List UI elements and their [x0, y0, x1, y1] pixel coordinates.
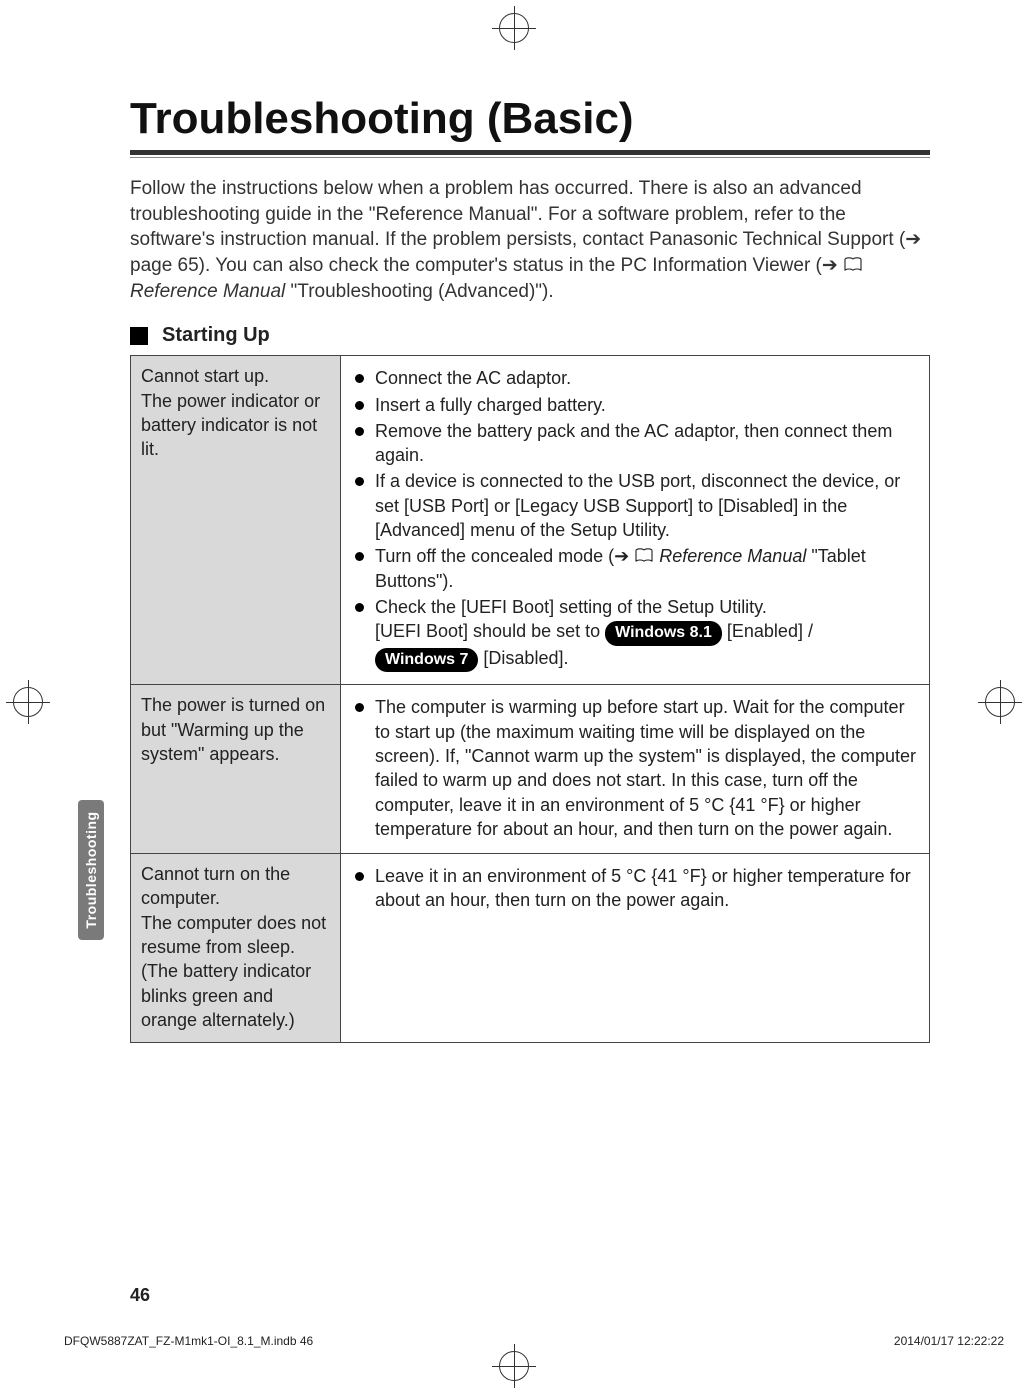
solution-item: Remove the battery pack and the AC adapt… — [351, 419, 919, 468]
row-problem-cell: Cannot turn on the computer.The computer… — [131, 854, 341, 1043]
solution-list: Connect the AC adaptor. Insert a fully ch… — [351, 366, 919, 672]
content-area: Troubleshooting (Basic) Follow the instr… — [130, 94, 930, 1043]
cropmark-left — [6, 680, 50, 724]
cropmark-bottom — [492, 1344, 536, 1388]
section-marker-icon — [130, 327, 148, 345]
section-header: Starting Up — [130, 324, 930, 347]
row-solution-cell: The computer is warming up before start … — [341, 685, 930, 854]
footer-line: DFQW5887ZAT_FZ-M1mk1-OI_8.1_M.indb 46 20… — [64, 1334, 1004, 1348]
solution-item: Turn off the concealed mode (➔ Reference… — [351, 544, 919, 593]
footer-left: DFQW5887ZAT_FZ-M1mk1-OI_8.1_M.indb 46 — [64, 1334, 313, 1348]
solution-list: The computer is warming up before start … — [351, 695, 919, 841]
table-row: Cannot turn on the computer.The computer… — [131, 854, 930, 1043]
solution-list: Leave it in an environment of 5 °C {41 °… — [351, 864, 919, 913]
row-problem-cell: Cannot start up.The power indicator or b… — [131, 356, 341, 685]
table-row: Cannot start up.The power indicator or b… — [131, 356, 930, 685]
cropmark-top — [492, 6, 536, 50]
title-rule-thick — [130, 150, 930, 155]
table-row: The power is turned on but "Warming up t… — [131, 685, 930, 854]
page-title: Troubleshooting (Basic) — [130, 94, 930, 144]
side-tab-troubleshooting: Troubleshooting — [78, 800, 104, 940]
page-number: 46 — [130, 1285, 150, 1306]
page: Troubleshooting Troubleshooting (Basic) … — [0, 0, 1028, 1394]
intro-paragraph: Follow the instructions below when a pro… — [130, 176, 930, 304]
footer-right: 2014/01/17 12:22:22 — [894, 1334, 1004, 1348]
solution-item: The computer is warming up before start … — [351, 695, 919, 841]
solution-item: Connect the AC adaptor. — [351, 366, 919, 390]
title-rule-thin — [130, 157, 930, 158]
section-title: Starting Up — [162, 324, 270, 347]
cropmark-right — [978, 680, 1022, 724]
row-solution-cell: Connect the AC adaptor. Insert a fully ch… — [341, 356, 930, 685]
troubleshooting-table: Cannot start up.The power indicator or b… — [130, 355, 930, 1043]
row-problem-cell: The power is turned on but "Warming up t… — [131, 685, 341, 854]
side-tab-label: Troubleshooting — [83, 811, 99, 928]
solution-item: Check the [UEFI Boot] setting of the Set… — [351, 595, 919, 672]
table-body: Cannot start up.The power indicator or b… — [131, 356, 930, 1043]
row-solution-cell: Leave it in an environment of 5 °C {41 °… — [341, 854, 930, 1043]
solution-item: Leave it in an environment of 5 °C {41 °… — [351, 864, 919, 913]
solution-item: Insert a fully charged battery. — [351, 393, 919, 417]
solution-item: If a device is connected to the USB port… — [351, 469, 919, 542]
